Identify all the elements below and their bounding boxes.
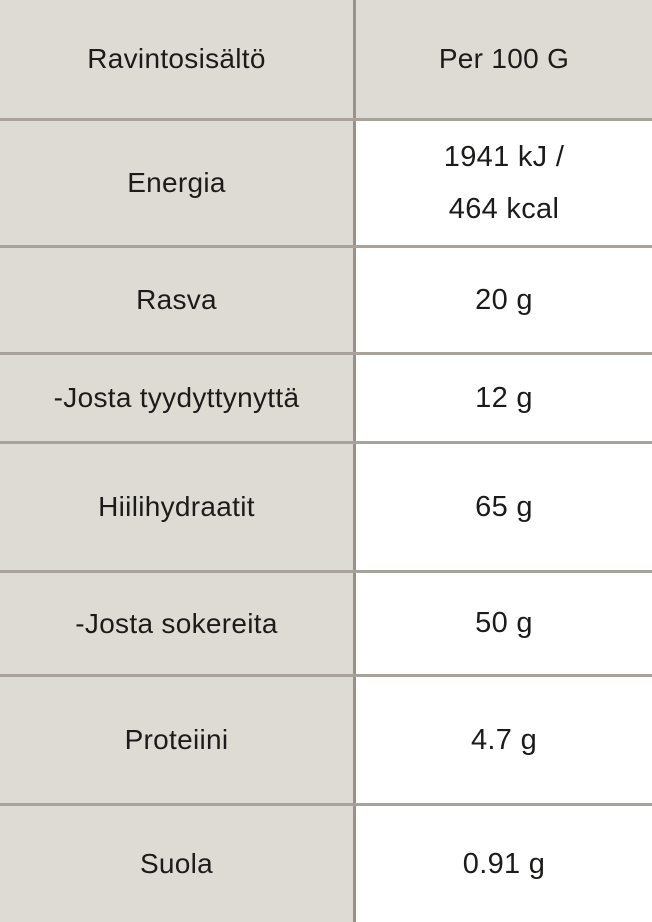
row-hiilihydraatit: Hiilihydraatit 65 g <box>0 444 652 573</box>
nutrient-name-cell: Rasva <box>0 248 356 352</box>
nutrient-value-cell: 20 g <box>356 248 652 352</box>
table-header-row: Ravintosisältö Per 100 G <box>0 0 652 121</box>
row-energia: Energia 1941 kJ / 464 kcal <box>0 121 652 248</box>
nutrient-name-cell: -Josta sokereita <box>0 573 356 674</box>
nutrient-value-cell: 1941 kJ / 464 kcal <box>356 121 652 245</box>
nutrient-value-cell: 65 g <box>356 444 652 570</box>
header-per-100g-column-label: Per 100 G <box>356 0 652 118</box>
nutrient-name-cell: Suola <box>0 806 356 922</box>
row-josta-sokereita: -Josta sokereita 50 g <box>0 573 652 677</box>
nutrient-name-cell: Energia <box>0 121 356 245</box>
nutrient-name-cell: Proteiini <box>0 677 356 803</box>
nutrient-name-cell: Hiilihydraatit <box>0 444 356 570</box>
row-proteiini: Proteiini 4.7 g <box>0 677 652 806</box>
nutrient-value-cell: 12 g <box>356 355 652 441</box>
nutrient-value-cell: 4.7 g <box>356 677 652 803</box>
header-nutrient-column-label: Ravintosisältö <box>0 0 356 118</box>
nutrient-name-cell: -Josta tyydyttynyttä <box>0 355 356 441</box>
row-josta-tyydyttynytta: -Josta tyydyttynyttä 12 g <box>0 355 652 444</box>
nutrient-value-cell: 50 g <box>356 573 652 674</box>
row-rasva: Rasva 20 g <box>0 248 652 355</box>
row-suola: Suola 0.91 g <box>0 806 652 922</box>
nutrient-value-cell: 0.91 g <box>356 806 652 922</box>
